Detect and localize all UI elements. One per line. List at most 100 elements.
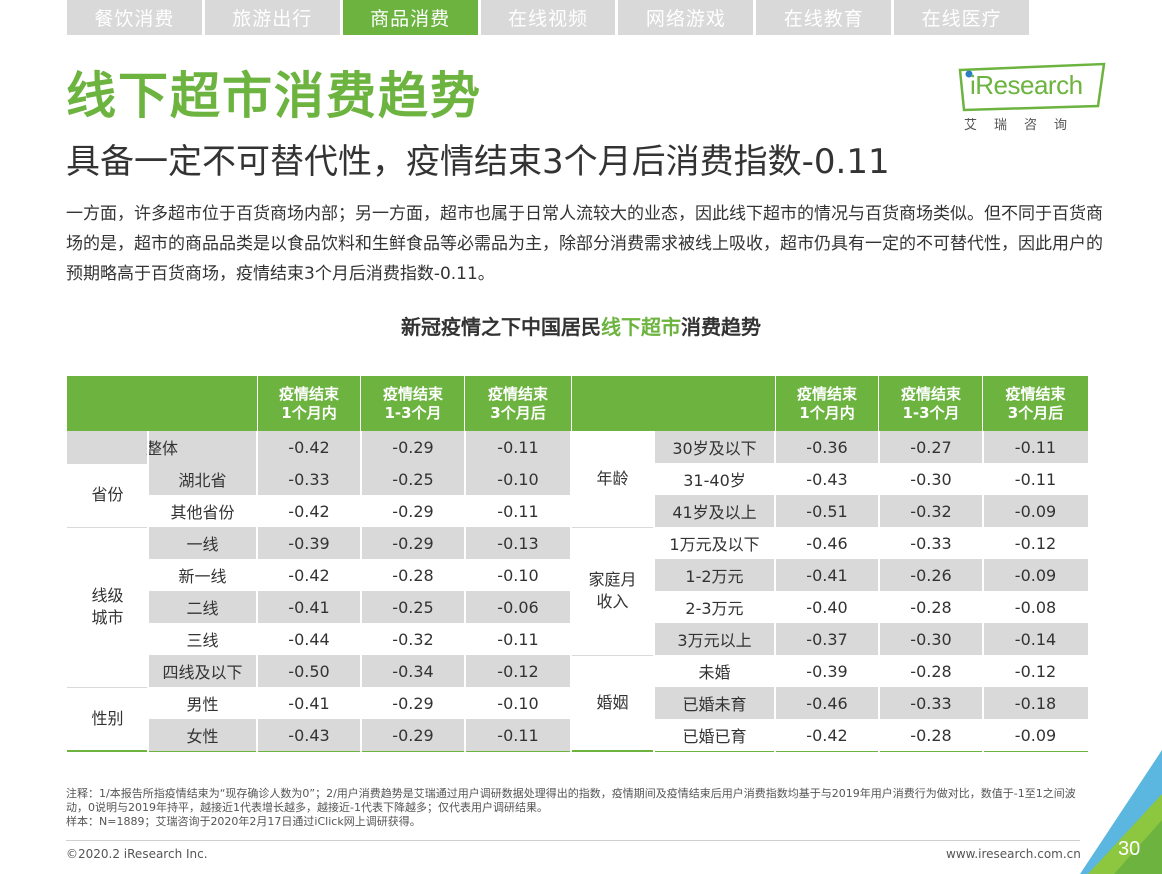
row-label: 湖北省 — [148, 463, 257, 495]
value-cell: -0.30 — [879, 623, 983, 655]
column-header: 疫情结束 1-3个月 — [361, 376, 465, 431]
value-cell: -0.26 — [879, 559, 983, 591]
column-separator — [464, 431, 466, 752]
value-cell: -0.29 — [361, 495, 465, 527]
page-title: 线下超市消费趋势 — [66, 67, 482, 125]
value-cell: -0.37 — [775, 623, 879, 655]
page-number: 30 — [1118, 838, 1141, 860]
tab-item[interactable]: 商品消费 — [342, 0, 478, 35]
value-cell: -0.09 — [983, 495, 1088, 527]
copyright-text: ©2020.2 iResearch Inc. — [66, 847, 208, 861]
value-cell: -0.12 — [983, 655, 1088, 687]
value-cell: -0.41 — [775, 559, 879, 591]
column-separator — [653, 431, 655, 752]
row-label: 1万元及以下 — [654, 527, 775, 559]
row-label: 三线 — [148, 623, 257, 655]
column-header-line: 3个月后 — [1007, 403, 1064, 422]
tab-item[interactable]: 在线医疗 — [894, 0, 1030, 35]
group-label: 性别 — [67, 687, 148, 751]
header-separator — [360, 376, 361, 431]
logo-text: iResearch — [970, 70, 1083, 100]
group-divider — [67, 687, 148, 688]
column-header-line: 疫情结束 — [900, 384, 961, 403]
row-label: 一线 — [148, 527, 257, 559]
header-separator — [982, 376, 983, 431]
value-cell: -0.11 — [983, 463, 1088, 495]
group-label: 家庭月收入 — [571, 527, 654, 655]
row-label: 2-3万元 — [654, 591, 775, 623]
tab-item[interactable]: 网络游戏 — [618, 0, 754, 35]
value-cell: -0.33 — [879, 527, 983, 559]
value-cell: -0.41 — [257, 591, 361, 623]
value-cell: -0.29 — [361, 719, 465, 751]
column-header-line: 疫情结束 — [487, 384, 548, 403]
column-header-line: 1个月内 — [281, 403, 337, 422]
website-text: www.iresearch.com.cn — [946, 847, 1081, 861]
value-cell: -0.46 — [775, 527, 879, 559]
column-header-line: 疫情结束 — [1005, 384, 1066, 403]
value-cell: -0.43 — [775, 463, 879, 495]
header-separator — [775, 376, 776, 431]
group-label: 线级城市 — [67, 527, 148, 687]
group-label-text: 婚姻 — [596, 693, 629, 712]
tab-item[interactable]: 在线教育 — [756, 0, 892, 35]
value-cell: -0.14 — [983, 623, 1088, 655]
value-cell: -0.28 — [361, 559, 465, 591]
group-label-text: 省份 — [91, 485, 124, 504]
value-cell: -0.40 — [775, 591, 879, 623]
group-divider — [67, 463, 148, 464]
header-separator — [464, 376, 465, 431]
row-label: 女性 — [148, 719, 257, 751]
table-title-highlight: 线下超市 — [601, 315, 681, 339]
column-separator — [570, 431, 572, 752]
column-header: 疫情结束 1个月内 — [257, 376, 361, 431]
group-label: 省份 — [67, 463, 148, 527]
value-cell: -0.09 — [983, 719, 1088, 751]
column-header: 疫情结束 1-3个月 — [879, 376, 983, 431]
value-cell: -0.33 — [257, 463, 361, 495]
value-cell: -0.11 — [465, 719, 571, 751]
header-separator — [878, 376, 879, 431]
body-paragraph: 一方面，许多超市位于百货商场内部；另一方面，超市也属于日常人流较大的业态，因此线… — [66, 204, 1103, 284]
column-separator — [774, 431, 776, 752]
value-cell: -0.28 — [879, 655, 983, 687]
page-subtitle: 具备一定不可替代性，疫情结束3个月后消费指数-0.11 — [66, 142, 890, 182]
value-cell: -0.06 — [465, 591, 571, 623]
row-label-overall: 整体 — [67, 431, 257, 463]
value-cell: -0.11 — [465, 623, 571, 655]
value-cell: -0.51 — [775, 495, 879, 527]
column-separator — [360, 431, 362, 752]
group-divider — [67, 527, 148, 528]
value-cell: -0.34 — [361, 655, 465, 687]
value-cell: -0.42 — [775, 719, 879, 751]
value-cell: -0.29 — [361, 527, 465, 559]
footer-divider — [66, 840, 1080, 841]
value-cell: -0.10 — [465, 559, 571, 591]
value-cell: -0.11 — [465, 431, 571, 463]
column-separator — [147, 431, 149, 752]
value-cell: -0.29 — [361, 431, 465, 463]
consumption-index-table: 疫情结束 1个月内 疫情结束 1-3个月 疫情结束 3个月后 疫情结束 1个月内 疫情结束 1-3… — [67, 376, 1088, 752]
row-label: 已婚未育 — [654, 687, 775, 719]
value-cell: -0.25 — [361, 591, 465, 623]
group-label-text: 线级城市 — [91, 586, 124, 627]
value-cell: -0.11 — [983, 431, 1088, 463]
row-label: 男性 — [148, 687, 257, 719]
value-cell: -0.30 — [879, 463, 983, 495]
logo-shape — [958, 62, 1106, 112]
group-label-text: 家庭月收入 — [588, 570, 637, 611]
category-tabs: 餐饮消费 旅游出行 商品消费 在线视频 网络游戏 在线教育 在线医疗 — [67, 0, 1030, 35]
corner-decoration — [1080, 750, 1162, 874]
table-title: 新冠疫情之下中国居民线下超市消费趋势 — [0, 311, 1162, 340]
value-cell: -0.33 — [879, 687, 983, 719]
tab-item[interactable]: 在线视频 — [480, 0, 616, 35]
value-cell: -0.46 — [775, 687, 879, 719]
column-header: 疫情结束 3个月后 — [465, 376, 571, 431]
column-header: 疫情结束 1个月内 — [775, 376, 879, 431]
tab-item[interactable]: 旅游出行 — [204, 0, 340, 35]
value-cell: -0.12 — [983, 527, 1088, 559]
value-cell: -0.42 — [257, 559, 361, 591]
tab-item[interactable]: 餐饮消费 — [67, 0, 202, 35]
column-separator — [256, 431, 258, 752]
value-cell: -0.10 — [465, 687, 571, 719]
